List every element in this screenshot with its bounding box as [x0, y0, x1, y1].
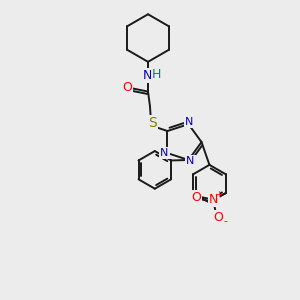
Text: N: N	[160, 148, 169, 158]
Text: S: S	[148, 116, 157, 130]
Text: N: N	[185, 117, 194, 127]
Text: H: H	[152, 68, 162, 81]
Text: O: O	[122, 81, 132, 94]
Text: -: -	[224, 216, 228, 226]
Text: N: N	[142, 69, 152, 82]
Text: +: +	[215, 190, 222, 199]
Text: O: O	[213, 212, 223, 224]
Text: N: N	[209, 193, 218, 206]
Text: O: O	[191, 190, 201, 204]
Text: N: N	[186, 156, 195, 166]
